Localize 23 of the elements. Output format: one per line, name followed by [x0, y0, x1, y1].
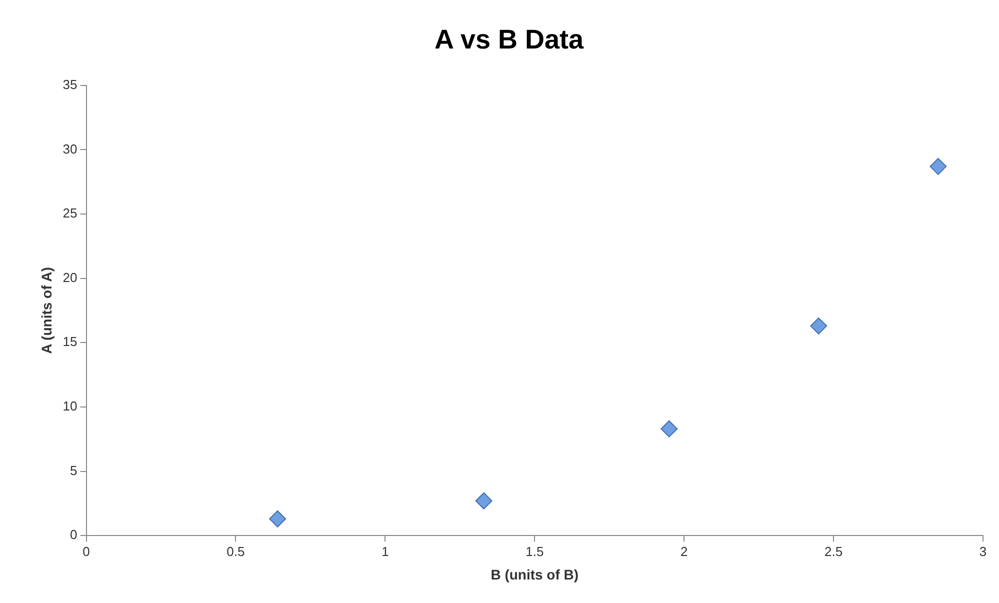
x-tick-label: 3: [979, 544, 987, 559]
x-tick-label: 2: [680, 544, 688, 559]
point: [269, 510, 286, 528]
x-tick-label: 2.5: [824, 544, 843, 559]
y-tick-label: 30: [62, 141, 78, 156]
x-axis-title: B (units of B): [490, 566, 579, 582]
y-tick-label: 0: [70, 527, 78, 542]
x-tick-label: 0.5: [226, 544, 245, 559]
x-tick-label: 0: [82, 544, 90, 559]
y-tick-label: 10: [62, 398, 78, 414]
y-tick-label: 25: [62, 206, 78, 221]
y-tick-label: 15: [62, 334, 78, 350]
point: [660, 420, 678, 438]
y-tick-label: 35: [62, 76, 78, 92]
x-tick-label: 1: [382, 544, 389, 559]
point: [475, 492, 492, 510]
point: [930, 158, 947, 175]
y-axis-title: A (units of A): [38, 267, 54, 354]
x-tick-label: 1.5: [526, 544, 544, 559]
y-tick-label: 20: [62, 270, 78, 285]
chart-title: A vs B Data: [434, 24, 585, 55]
point: [810, 317, 828, 334]
y-tick-label: 5: [70, 462, 78, 478]
